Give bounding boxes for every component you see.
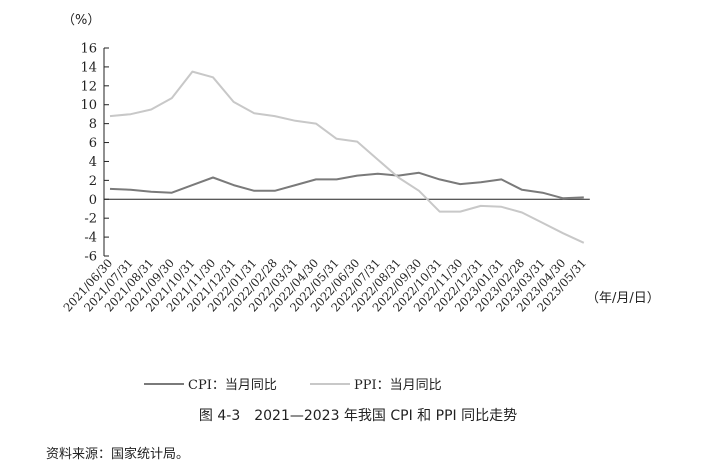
series-line-0 <box>109 171 584 200</box>
y-tick-label: 14 <box>80 60 97 75</box>
x-axis-unit: （年/月/日） <box>586 291 660 306</box>
data-source: 资料来源：国家统计局。 <box>46 446 189 462</box>
y-tick-label: -4 <box>84 231 97 246</box>
legend-label-cpi: CPI：当月同比 <box>188 378 277 393</box>
y-tick-label: 6 <box>89 136 97 151</box>
y-tick-label: 16 <box>80 42 97 57</box>
category-labels: 2021/06/302021/07/312021/08/312021/09/30… <box>60 256 589 315</box>
y-tick-label: -6 <box>84 250 97 265</box>
y-tick-label: -2 <box>84 212 97 227</box>
series-line-1 <box>109 70 585 244</box>
legend: CPI：当月同比 PPI：当月同比 <box>144 378 442 393</box>
y-axis-unit: （%） <box>62 13 100 28</box>
series-lines <box>109 70 585 244</box>
y-tick-label: 0 <box>89 193 97 208</box>
axes: -6 -4 -2 0 2 4 6 8 10 12 14 16 <box>80 42 590 265</box>
y-tick-label: 12 <box>80 79 97 94</box>
legend-label-ppi: PPI：当月同比 <box>354 378 442 393</box>
y-tick-label: 8 <box>89 117 97 132</box>
y-tick-label: 10 <box>80 98 97 113</box>
y-tick-label: 4 <box>89 155 97 170</box>
figure-caption: 图 4-3 2021—2023 年我国 CPI 和 PPI 同比走势 <box>199 408 517 424</box>
y-tick-label: 2 <box>89 174 97 189</box>
